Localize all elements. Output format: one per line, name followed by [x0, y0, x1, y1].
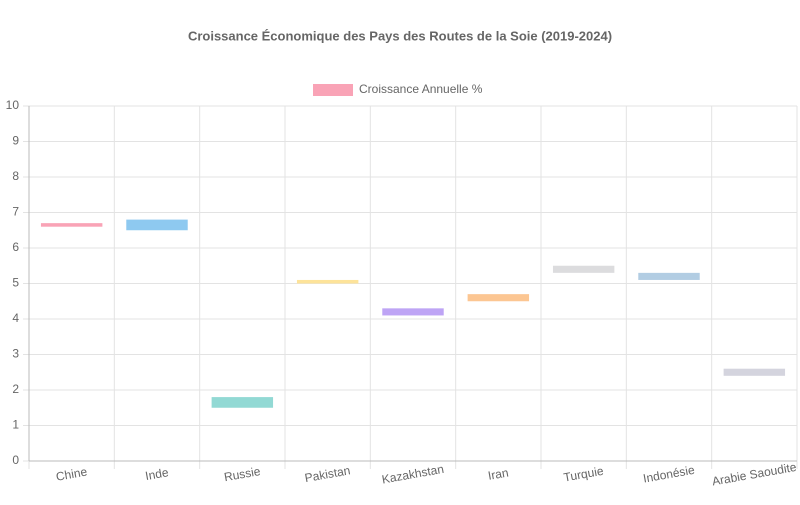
y-tick-label: 4	[12, 311, 19, 325]
bar	[723, 368, 786, 376]
bar	[552, 265, 615, 273]
x-tick-label: Russie	[223, 464, 262, 484]
y-tick-label: 5	[12, 276, 19, 290]
y-tick-label: 6	[12, 240, 19, 254]
y-tick-label: 0	[12, 453, 19, 467]
y-tick-label: 1	[12, 418, 19, 432]
legend-label: Croissance Annuelle %	[359, 82, 483, 96]
x-tick-label: Kazakhstan	[381, 462, 445, 487]
y-tick-label: 8	[12, 169, 19, 183]
bar	[638, 272, 700, 280]
bar	[211, 397, 274, 408]
y-tick-label: 9	[12, 134, 19, 148]
chart-title: Croissance Économique des Pays des Route…	[188, 28, 612, 43]
x-tick-label: Inde	[144, 465, 170, 483]
bar	[382, 308, 444, 316]
x-tick-label: Chine	[55, 465, 89, 484]
y-tick-label: 3	[12, 347, 19, 361]
y-tick-label: 2	[12, 382, 19, 396]
x-tick-label: Indonésie	[642, 463, 696, 486]
bar	[467, 294, 530, 302]
bar	[40, 223, 103, 227]
x-tick-label: Turquie	[562, 464, 604, 485]
bar	[296, 279, 359, 284]
bar	[126, 219, 188, 231]
legend-swatch	[313, 84, 353, 96]
x-tick-label: Arabie Saoudite	[711, 460, 798, 489]
y-tick-label: 7	[12, 205, 19, 219]
y-tick-label: 10	[6, 98, 20, 112]
x-tick-label: Pakistan	[304, 463, 352, 485]
x-tick-label: Iran	[487, 465, 510, 482]
